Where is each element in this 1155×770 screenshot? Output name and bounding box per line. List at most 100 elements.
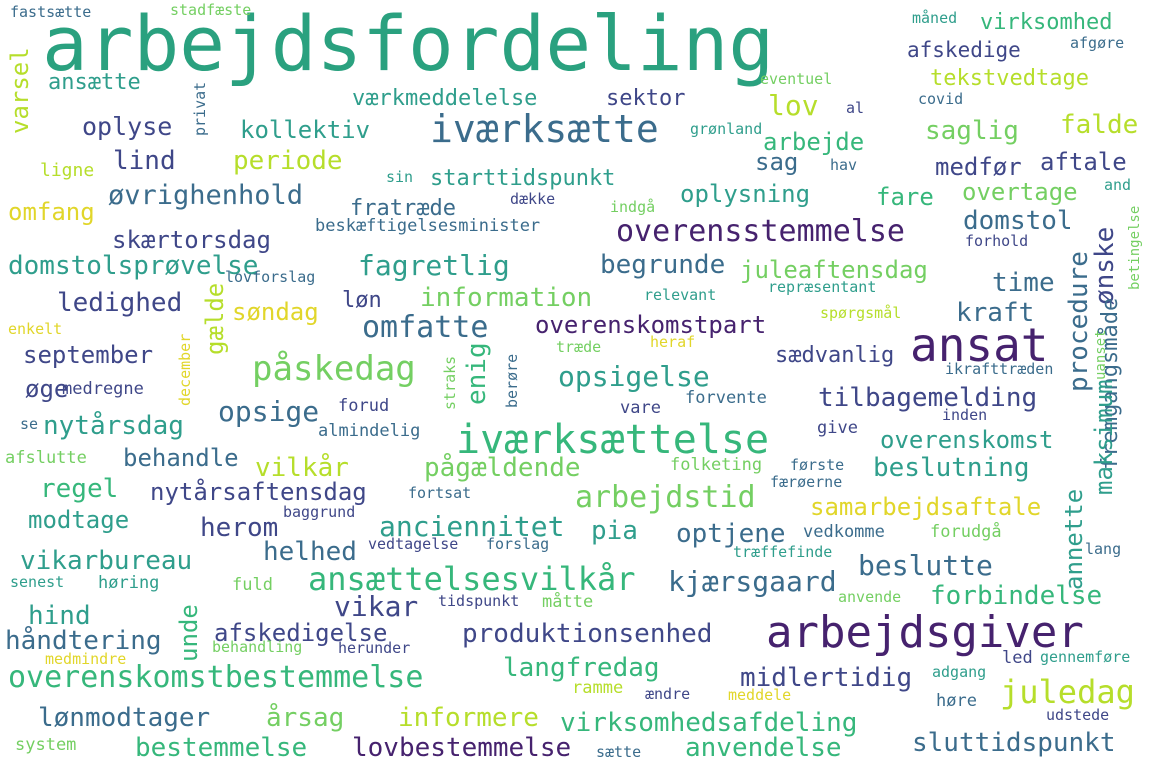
word-soendag: søndag bbox=[232, 298, 319, 326]
word-optjene: optjene bbox=[676, 519, 786, 549]
word-loenmodtager: lønmodtager bbox=[38, 703, 211, 733]
word-maksimum: maksimum bbox=[1090, 379, 1118, 495]
word-daekke: dække bbox=[510, 190, 556, 208]
word-gaelde: gælde bbox=[201, 282, 229, 355]
word-bestemmelse: bestemmelse bbox=[135, 733, 308, 763]
word-saglig: saglig bbox=[925, 116, 1019, 146]
word-lov: lov bbox=[768, 89, 819, 122]
word-lovbestemmelse: lovbestemmelse bbox=[352, 733, 572, 763]
word-nytaarsaftensdag: nytårsaftensdag bbox=[150, 478, 367, 506]
word-saedvanlig: sædvanlig bbox=[775, 343, 895, 368]
word-domstolsproevelse: domstolsprøvelse bbox=[8, 251, 259, 281]
word-aarsag: årsag bbox=[266, 703, 345, 733]
word-oplysning: oplysning bbox=[680, 180, 811, 208]
word-time: time bbox=[992, 268, 1055, 298]
word-helhed: helhed bbox=[263, 537, 357, 567]
word-medfoer: medfør bbox=[935, 153, 1022, 181]
word-procedure: procedure bbox=[1064, 251, 1094, 392]
word-adgang: adgang bbox=[932, 663, 987, 681]
word-september: september bbox=[23, 341, 154, 369]
word-kollektiv: kollektiv bbox=[240, 116, 371, 144]
word-lovforslag: lovforslag bbox=[225, 268, 316, 286]
word-arbejdstid: arbejdstid bbox=[575, 480, 756, 515]
word-sektor: sektor bbox=[606, 86, 686, 111]
word-oege: øge bbox=[25, 375, 69, 403]
word-kraft: kraft bbox=[956, 298, 1035, 328]
word-forvente: forvente bbox=[685, 388, 767, 408]
word-almindelig: almindelig bbox=[318, 421, 421, 441]
word-overenskomstbestemmelse: overenskomstbestemmelse bbox=[8, 660, 424, 695]
word-uanset: uanset bbox=[1093, 329, 1109, 380]
word-behandle: behandle bbox=[123, 444, 239, 472]
word-ivaerksaette: iværksætte bbox=[430, 107, 659, 151]
word-fratraede: fratræde bbox=[350, 196, 456, 221]
word-vaerkmeddelelse: værkmeddelelse bbox=[352, 86, 538, 111]
word-fastsaette: fastsætte bbox=[10, 3, 92, 21]
word-tekstvedtage: tekstvedtage bbox=[930, 66, 1089, 91]
word-fagretlig: fagretlig bbox=[358, 249, 510, 282]
word-beskaeftigelsesminister: beskæftigelsesminister bbox=[315, 216, 541, 236]
word-heraf: heraf bbox=[650, 333, 696, 351]
word-faeroeerne: færøerne bbox=[770, 473, 843, 491]
word-begrunde: begrunde bbox=[600, 250, 726, 280]
word-ansat: ansat bbox=[910, 318, 1049, 372]
word-starttidspunkt: starttidspunkt bbox=[430, 166, 616, 191]
word-sin: sin bbox=[386, 168, 414, 186]
word-medregne: medregne bbox=[62, 379, 144, 399]
word-ramme: ramme bbox=[572, 678, 624, 698]
word-forud: forud bbox=[338, 396, 390, 416]
word-informere: informere bbox=[398, 703, 539, 733]
word-vikar: vikar bbox=[334, 590, 419, 623]
word-and: and bbox=[1104, 176, 1132, 194]
word-repraesentant: repræsentant bbox=[768, 278, 877, 296]
word-aendre: ændre bbox=[645, 685, 691, 703]
word-maatte: måtte bbox=[542, 592, 594, 612]
word-skaertorsdag: skærtorsdag bbox=[112, 226, 271, 254]
word-forbindelse: forbindelse bbox=[930, 581, 1103, 611]
word-overenskomstpart: overenskomstpart bbox=[535, 311, 767, 339]
word-led: led bbox=[1002, 648, 1033, 668]
word-herunder: herunder bbox=[338, 639, 411, 657]
word-arbejdsfordeling: arbejdsfordeling bbox=[42, 0, 775, 88]
word-overensstemmelse: overensstemmelse bbox=[616, 214, 905, 249]
word-december: december bbox=[176, 333, 194, 406]
word-afslutte: afslutte bbox=[5, 448, 87, 468]
word-kjaersgaard: kjærsgaard bbox=[668, 565, 837, 598]
word-inden: inden bbox=[942, 406, 988, 424]
word-virksomhedsafdeling: virksomhedsafdeling bbox=[560, 708, 858, 738]
word-samarbejdsaftale: samarbejdsaftale bbox=[810, 493, 1042, 521]
word-give: give bbox=[817, 418, 858, 438]
word-anvendelse: anvendelse bbox=[685, 733, 842, 763]
word-enig: enig bbox=[462, 342, 492, 405]
word-udstede: udstede bbox=[1046, 706, 1110, 724]
word-ligne: ligne bbox=[40, 160, 95, 181]
word-ledighed: ledighed bbox=[57, 288, 183, 318]
word-herom: herom bbox=[200, 513, 279, 543]
word-omfatte: omfatte bbox=[362, 310, 489, 345]
word-medmindre: medmindre bbox=[45, 650, 127, 668]
word-tilbagemelding: tilbagemelding bbox=[818, 383, 1038, 413]
word-privat: privat bbox=[191, 81, 209, 136]
word-juledag: juledag bbox=[1000, 673, 1135, 711]
word-vedtagelse: vedtagelse bbox=[368, 535, 459, 553]
word-produktionsenhed: produktionsenhed bbox=[462, 619, 713, 649]
word-arbejdsgiver: arbejdsgiver bbox=[766, 607, 1084, 658]
word-beslutte: beslutte bbox=[858, 549, 993, 582]
word-juleaftensdag: juleaftensdag bbox=[740, 256, 928, 284]
word-anvende: anvende bbox=[838, 588, 902, 606]
word-opsigelse: opsigelse bbox=[558, 360, 710, 393]
word-eventuel: eventuel bbox=[760, 70, 833, 88]
word-virksomhed: virksomhed bbox=[980, 10, 1113, 35]
word-ikrafttraeden: ikrafttræden bbox=[945, 360, 1054, 378]
word-periode: periode bbox=[233, 146, 343, 176]
word-unde: unde bbox=[175, 604, 203, 662]
word-straks: straks bbox=[441, 355, 459, 410]
word-haandtering: håndtering bbox=[5, 626, 162, 656]
word-senest: senest bbox=[10, 573, 65, 591]
word-lind: lind bbox=[113, 146, 176, 176]
word-gennemfoere: gennemføre bbox=[1040, 648, 1131, 666]
word-overenskomst: overenskomst bbox=[880, 426, 1054, 454]
word-hoere: høre bbox=[936, 691, 977, 711]
word-saette: sætte bbox=[596, 743, 642, 761]
